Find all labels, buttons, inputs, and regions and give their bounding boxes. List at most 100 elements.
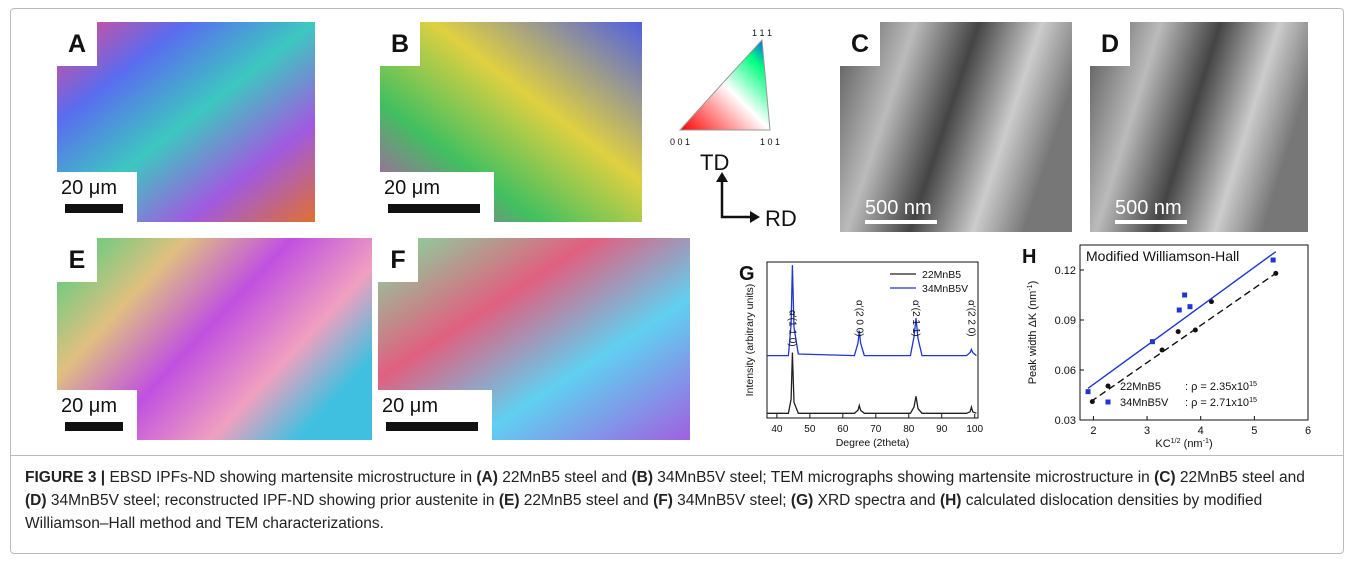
scale-bar-label: 20 μm [384,177,440,199]
scale-bar-label: 20 μm [61,395,117,417]
text-part: : ρ = 2.71x10 [1185,397,1249,409]
caption-text: 22MnB5 steel and [1175,469,1310,486]
x-axis-label: KC1/2 (nm-1) [1155,437,1212,450]
arrowhead [750,211,760,223]
panel-label: G [739,263,755,285]
legend-density: : ρ = 2.71x1015 [1185,396,1257,409]
caption-text: calculated dislocation densities by modi… [25,492,1267,532]
figure: A 20 μm B 20 μm C 500 nm D 500 nm E 20 μm F 20 μm 1 … [57,22,1311,450]
peak-label: α'(2 1 1) [910,300,921,337]
caption-bold: (H) [939,492,962,509]
scale-bar [865,220,937,224]
legend-label: 34MnB5V [922,283,968,295]
text-part: KC [1155,438,1170,450]
y-axis-label: Intensity (arbitrary units) [744,284,756,397]
ipf-corner-label: 1 1 1 [752,28,772,38]
caption-bold: FIGURE 3 | [25,469,110,486]
text-part: -1 [1026,284,1034,290]
caption-bold: (C) [1154,469,1176,486]
scale-bar-box [378,390,492,440]
x-tick-label: 2 [1090,425,1096,437]
legend-label: 22MnB5 [922,269,961,281]
text-part: : ρ = 2.35x10 [1185,381,1249,393]
ipf-corner-label: 1 0 1 [760,137,780,147]
x-tick-label: 40 [771,424,783,435]
panel-label: C [851,30,869,58]
direction-label: TD [700,150,729,175]
caption-bold: (D) [25,492,47,509]
legend-label: 22MnB5 [1120,381,1161,393]
data-point [1085,389,1091,395]
data-point [1187,304,1193,310]
caption-text: 34MnB5V steel; TEM micrographs showing m… [653,469,1155,486]
caption-text: 34MnB5V steel; [672,492,791,509]
scale-bar [386,422,478,431]
caption-text: EBSD IPFs-ND showing martensite microstr… [109,469,477,486]
scale-bar [388,204,480,213]
chart-title: Modified Williamson-Hall [1086,248,1239,264]
x-tick-label: 100 [966,424,983,435]
caption-bold: (G) [790,492,814,509]
x-tick-label: 3 [1144,425,1150,437]
caption-bold: (F) [653,492,673,509]
scale-bar [65,422,123,431]
data-point [1192,327,1198,333]
data-point [1175,329,1181,335]
caption-text: 22MnB5 steel and [497,469,632,486]
text-part: ) [1027,281,1039,285]
legend-marker [1105,383,1111,389]
legend-marker [1105,399,1111,405]
text-part: -1 [1203,437,1209,445]
text-part: Peak width ΔK (nm [1027,291,1039,385]
figure-frame [10,8,1344,554]
panel-label: D [1101,30,1119,58]
scale-bar-box [57,390,137,440]
x-tick-label: 6 [1305,425,1311,437]
y-tick-label: 0.09 [1055,315,1076,327]
scale-bar-label: 500 nm [1115,197,1182,219]
arrowhead [716,172,728,182]
data-point [1176,307,1182,313]
peak-label: α'(1 1 0) [786,310,797,347]
caption-text: XRD spectra and [813,492,940,509]
caption-bold: (E) [498,492,520,509]
data-point [1149,339,1155,345]
fit-line [1087,251,1277,389]
panel-label-box [1090,22,1130,66]
panel-label-box [378,238,418,282]
y-tick-label: 0.12 [1055,265,1076,277]
peak-label: α'(2 0 0) [853,300,864,337]
data-point [1159,347,1165,353]
micrographs [57,22,1308,440]
scale-bar-box [57,172,137,222]
x-tick-label: 80 [903,424,915,435]
plot-frame [1079,244,1309,421]
text-part: 15 [1249,396,1257,404]
data-point [1270,257,1276,263]
data-point [1089,399,1095,405]
panel-label: A [68,30,86,58]
scale-bar [1115,220,1187,224]
panel-label-box [840,22,880,66]
y-axis-label: Peak width ΔK (nm-1) [1026,281,1039,385]
legend-density: : ρ = 2.35x1015 [1185,380,1257,393]
x-tick-label: 4 [1198,425,1204,437]
caption-text: 22MnB5 steel and [519,492,654,509]
scale-bar-label: 500 nm [865,197,932,219]
text-part: 1/2 [1171,437,1181,445]
spectrum-line [767,352,977,414]
caption-text: 34MnB5V steel; reconstructed IPF-ND show… [46,492,499,509]
data-point [1182,292,1188,298]
legend-label: 34MnB5V [1120,397,1169,409]
text-part: 15 [1249,380,1257,388]
spectrum-line [767,265,977,357]
panel-label: E [69,246,86,274]
scale-bar-label: 20 μm [382,395,438,417]
caption-separator [10,455,1344,456]
caption-bold: (A) [476,469,498,486]
scale-bar [65,204,123,213]
x-tick-label: 50 [804,424,816,435]
scale-bar-label: 20 μm [61,177,117,199]
x-axis-label: Degree (2theta) [836,437,910,449]
